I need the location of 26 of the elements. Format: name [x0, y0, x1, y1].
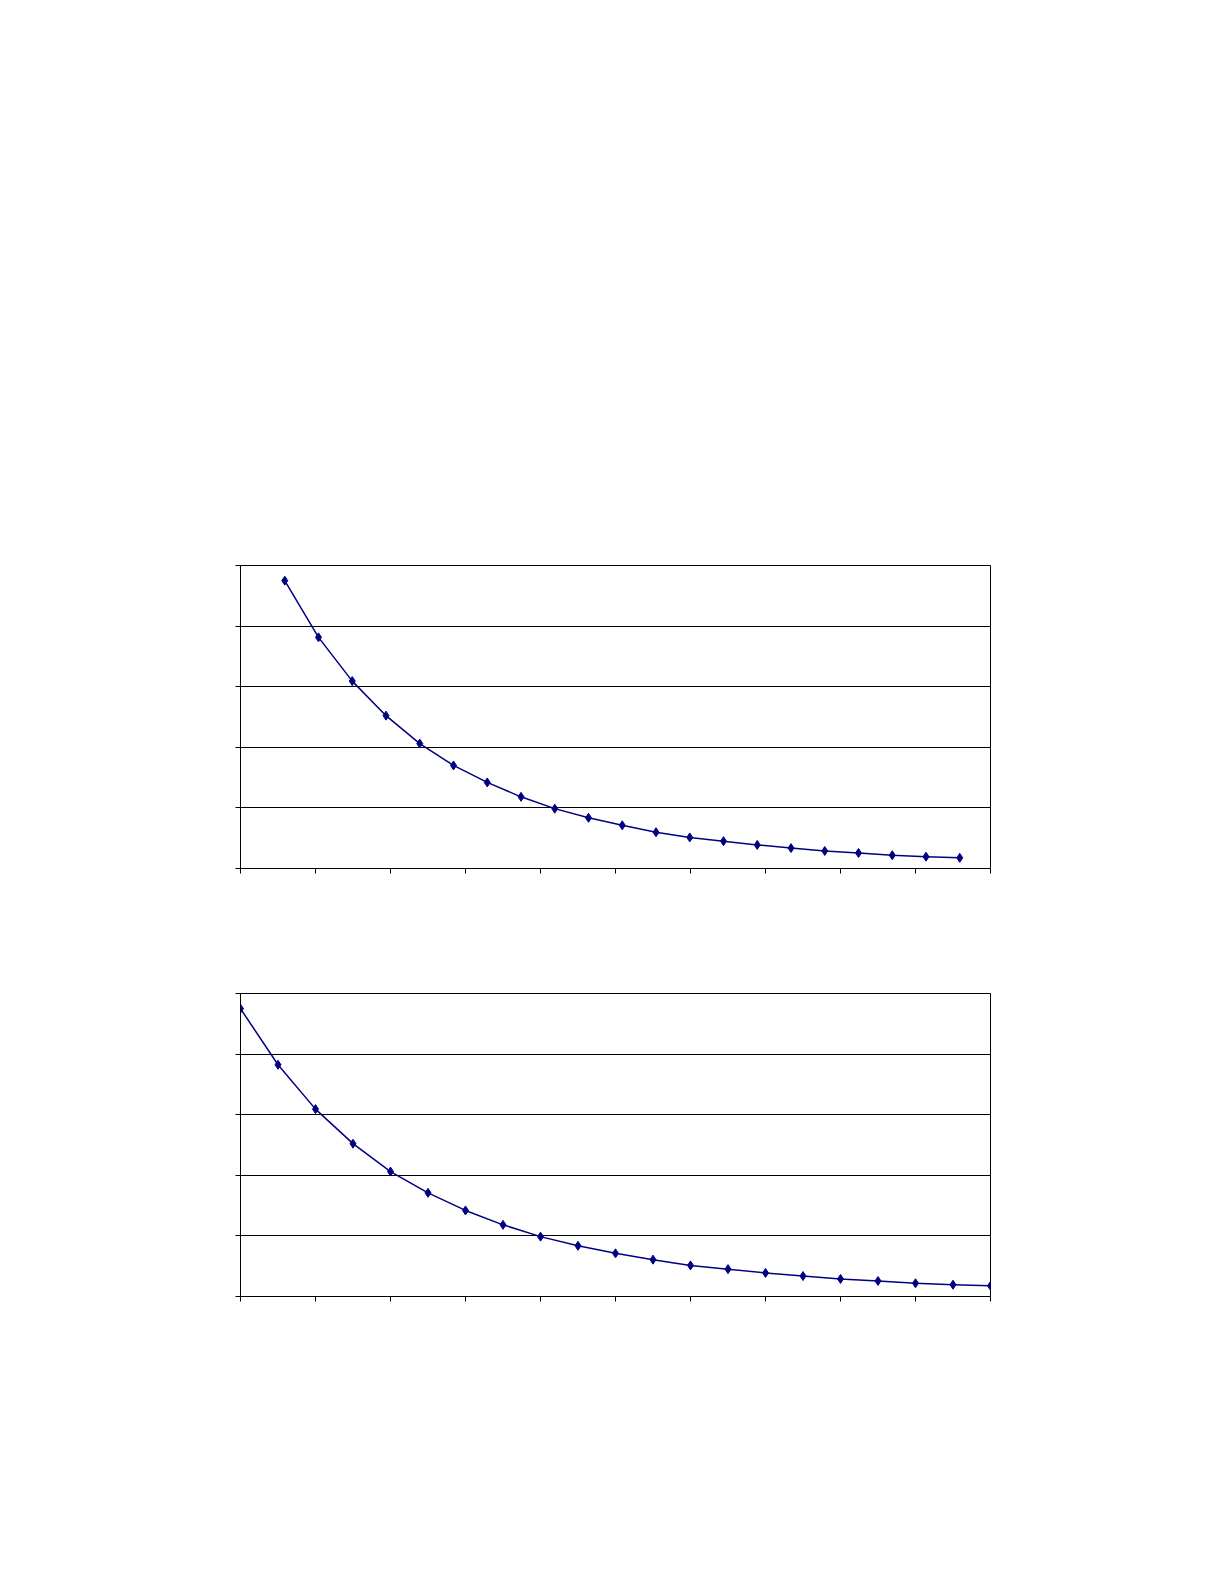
point: [949, 1279, 957, 1290]
point: [483, 777, 491, 788]
point: [349, 1138, 357, 1149]
point: [888, 850, 896, 861]
point: [652, 827, 660, 838]
point: [799, 1271, 807, 1282]
point: [649, 1254, 657, 1265]
point: [274, 1059, 282, 1070]
point: [551, 803, 559, 814]
point: [821, 845, 829, 856]
point: [499, 1219, 507, 1230]
point: [874, 1275, 882, 1286]
point: [686, 832, 694, 843]
point: [382, 710, 390, 721]
point: [787, 843, 795, 854]
point: [753, 839, 761, 850]
point: [618, 820, 626, 831]
point: [724, 1264, 732, 1275]
point: [922, 851, 930, 862]
point: [574, 1240, 582, 1251]
point: [348, 676, 356, 687]
point: [956, 852, 964, 863]
point: [424, 1187, 432, 1198]
point: [281, 575, 289, 586]
point: [517, 791, 525, 802]
point: [416, 738, 424, 749]
